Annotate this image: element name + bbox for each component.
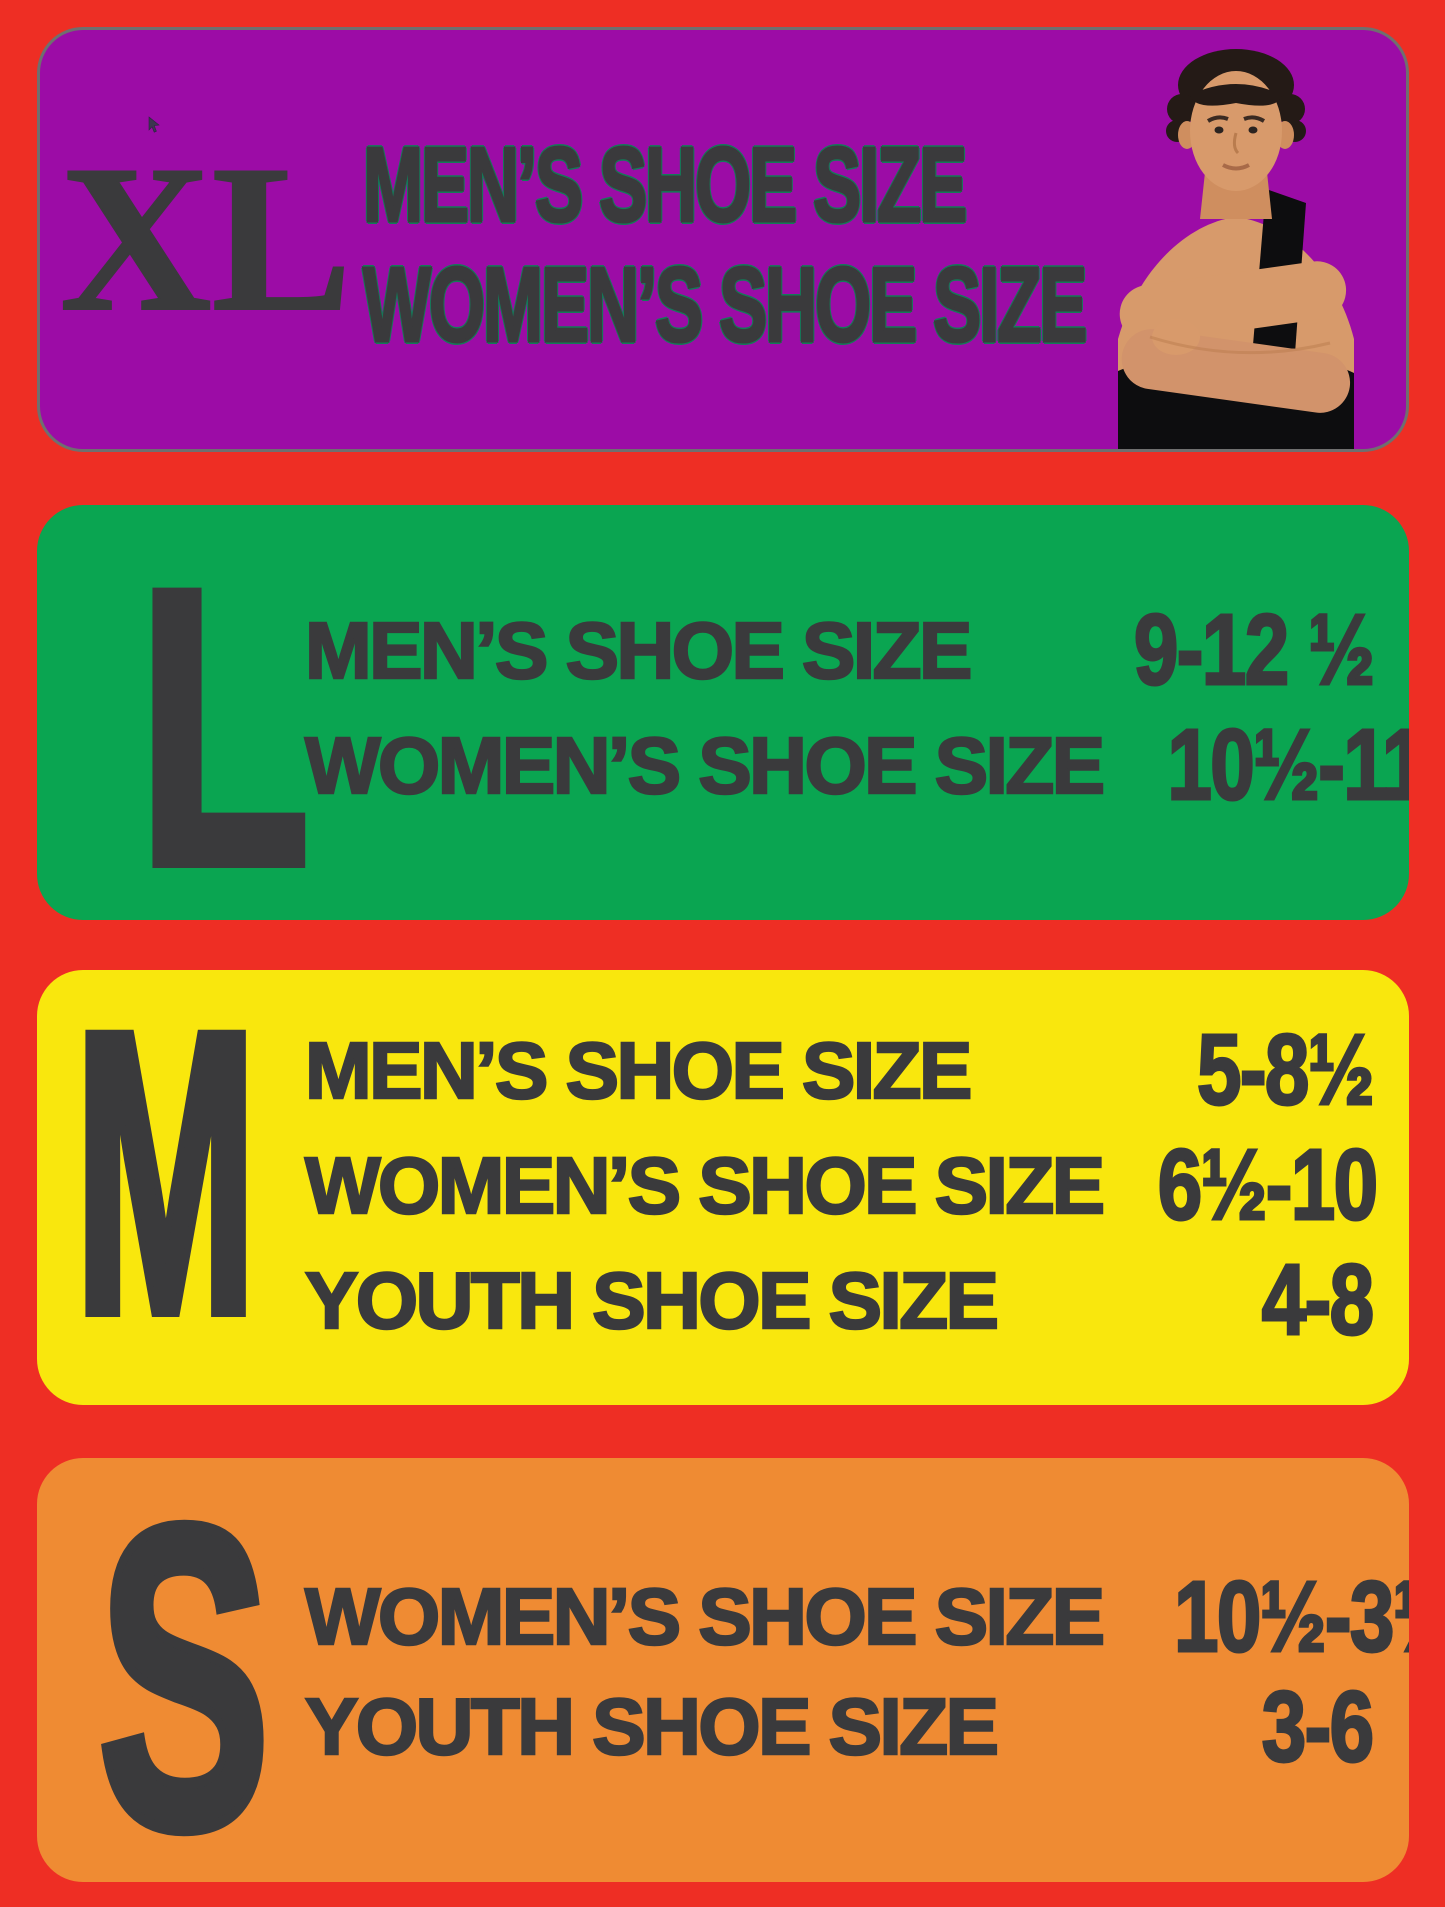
size-row: MEN’S SHOE SIZE 9-12 ½ [304, 593, 1376, 708]
s-womens-shoe-size-label: WOMEN’S SHOE SIZE [304, 1571, 1107, 1663]
panel-xl-labels: MEN’S SHOE SIZE WOMEN’S SHOE SIZE [362, 124, 1406, 365]
l-womens-shoe-size-value: 10½-11 [1166, 708, 1409, 823]
l-mens-shoe-size-label: MEN’S SHOE SIZE [304, 604, 974, 696]
l-womens-shoe-size-label: WOMEN’S SHOE SIZE [304, 719, 1107, 811]
s-youth-shoe-size-value: 3-6 [1261, 1669, 1376, 1784]
panel-xl-letter: XL [59, 123, 353, 355]
l-mens-shoe-size-value: 9-12 ½ [1132, 593, 1375, 708]
m-womens-shoe-size-value: 6½-10 [1156, 1128, 1379, 1243]
panel-s: S WOMEN’S SHOE SIZE 10½-3½ YOUTH SHOE SI… [37, 1458, 1409, 1882]
wrestler-photo [1118, 49, 1354, 449]
panel-m-letter: M [71, 970, 261, 1396]
size-row: WOMEN’S SHOE SIZE 6½-10 [304, 1128, 1379, 1243]
m-mens-shoe-size-label: MEN’S SHOE SIZE [304, 1024, 974, 1116]
size-row: WOMEN’S SHOE SIZE 10½-11 [304, 708, 1409, 823]
m-youth-shoe-size-value: 4-8 [1261, 1243, 1376, 1358]
panel-m-rows: MEN’S SHOE SIZE 5-8½ WOMEN’S SHOE SIZE 6… [304, 1013, 1379, 1358]
mouse-cursor-icon [148, 116, 160, 133]
xl-mens-shoe-size-label: MEN’S SHOE SIZE [362, 124, 968, 245]
m-youth-shoe-size-label: YOUTH SHOE SIZE [304, 1254, 1000, 1346]
s-youth-shoe-size-label: YOUTH SHOE SIZE [304, 1681, 1000, 1773]
size-row: YOUTH SHOE SIZE 4-8 [304, 1243, 1376, 1358]
panel-l-letter: L [134, 509, 314, 920]
size-row: MEN’S SHOE SIZE 5-8½ [304, 1013, 1376, 1128]
panel-s-letter: S [94, 1458, 273, 1882]
m-mens-shoe-size-value: 5-8½ [1196, 1013, 1376, 1128]
size-row: WOMEN’S SHOE SIZE 10½-3½ [304, 1559, 1409, 1674]
m-womens-shoe-size-label: WOMEN’S SHOE SIZE [304, 1139, 1107, 1231]
size-row: YOUTH SHOE SIZE 3-6 [304, 1669, 1376, 1784]
panel-s-rows: WOMEN’S SHOE SIZE 10½-3½ YOUTH SHOE SIZE… [304, 1559, 1409, 1784]
panel-l: L MEN’S SHOE SIZE 9-12 ½ WOMEN’S SHOE SI… [37, 505, 1409, 920]
s-womens-shoe-size-value: 10½-3½ [1172, 1559, 1409, 1674]
panel-l-rows: MEN’S SHOE SIZE 9-12 ½ WOMEN’S SHOE SIZE… [304, 593, 1409, 823]
xl-womens-shoe-size-label: WOMEN’S SHOE SIZE [362, 244, 1088, 365]
panel-xl: XL MEN’S SHOE SIZE WOMEN’S SHOE SIZE [37, 27, 1409, 452]
panel-m: M MEN’S SHOE SIZE 5-8½ WOMEN’S SHOE SIZE… [37, 970, 1409, 1405]
